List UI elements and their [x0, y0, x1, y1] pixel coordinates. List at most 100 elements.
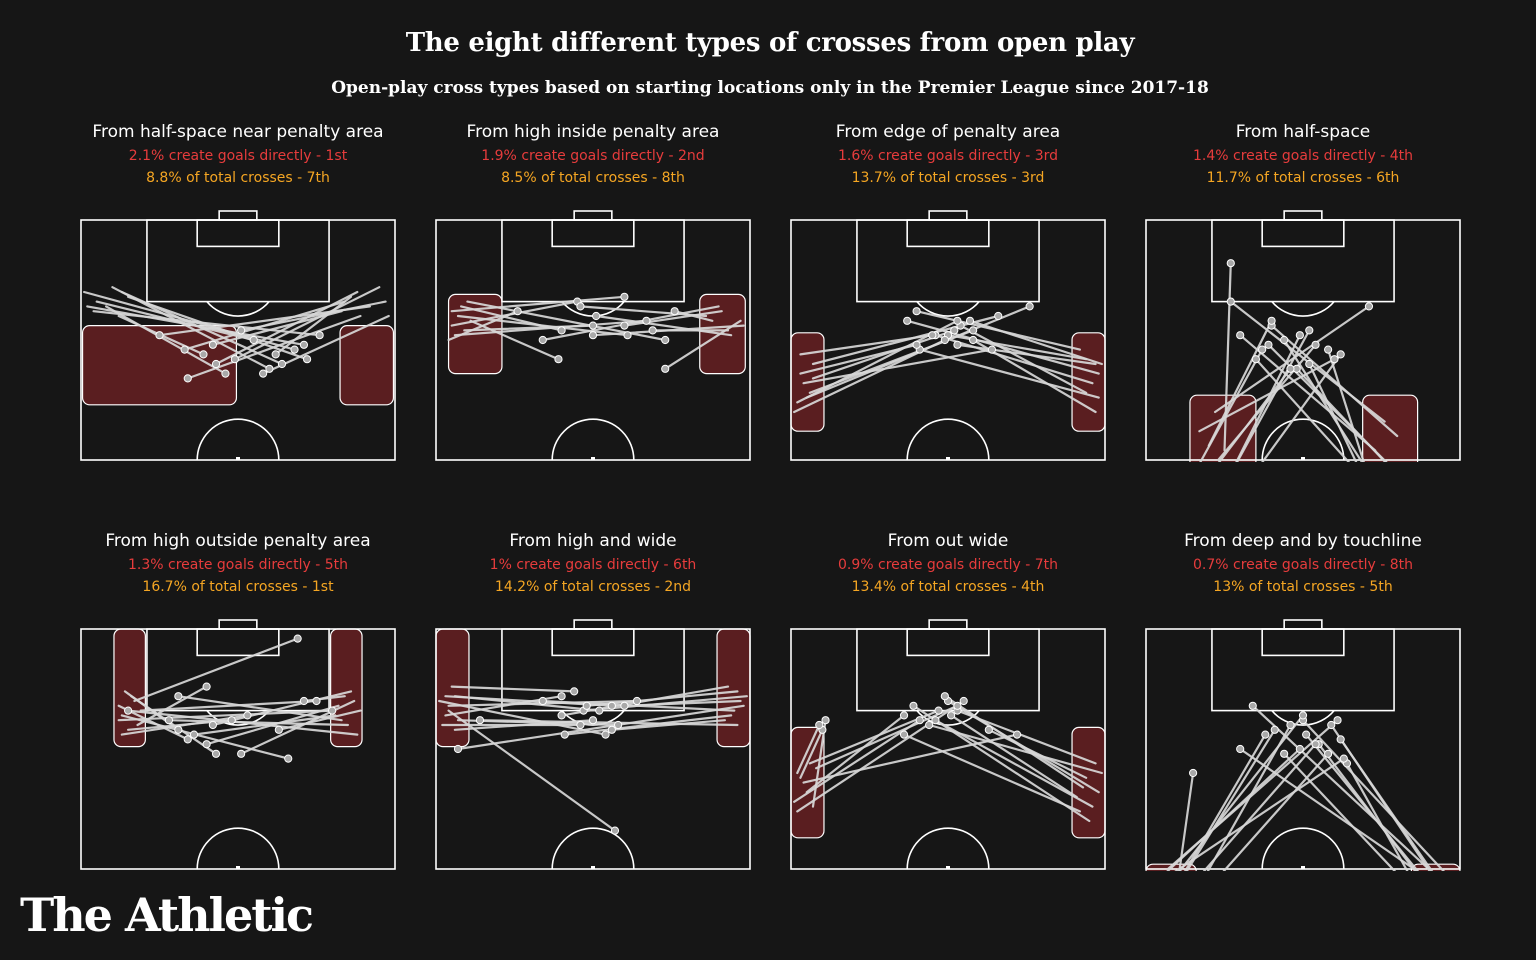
cross-line [126, 709, 359, 736]
cross-line [959, 324, 1088, 394]
penalty-box [1211, 628, 1395, 712]
cross-end-point [312, 696, 321, 706]
cross-line [799, 728, 824, 779]
cross-line [478, 719, 739, 727]
cross-line [447, 709, 617, 832]
cross-end-point [208, 720, 217, 730]
cross-end-point [475, 716, 485, 725]
cross-end-point [1305, 359, 1314, 369]
cross-end-point [164, 716, 174, 725]
cross-line [610, 719, 726, 731]
cross-end-point [940, 692, 949, 701]
centre-circle [906, 418, 990, 461]
panel-goal-rate: 0.9% create goals directly - 7th [838, 557, 1058, 573]
cross-end-point [931, 716, 940, 725]
pitch-high-inside-penalty-area [435, 210, 751, 461]
cross-end-point [969, 326, 978, 335]
cross-end-point [607, 725, 616, 734]
cross-end-point [1236, 331, 1245, 340]
cross-end-point [538, 335, 547, 345]
cross-line [664, 319, 742, 370]
cross-end-point [925, 720, 934, 730]
cross-end-point [277, 359, 287, 369]
cross-end-point [453, 744, 463, 754]
pitch-high-and-wide [435, 619, 751, 870]
cross-end-point [1286, 720, 1295, 730]
cross-end-point [211, 359, 221, 369]
cross-end-point [661, 335, 670, 345]
cross-end-point [1336, 350, 1345, 359]
cross-end-point [1236, 744, 1245, 754]
cross-line [968, 319, 1103, 366]
cross-end-point [623, 331, 632, 340]
pitch-edge-of-penalty-area [790, 210, 1106, 461]
centre-circle [906, 827, 990, 870]
cross-end-point [293, 634, 302, 643]
panel-title: From half-space [1235, 122, 1371, 142]
cross-end-point [284, 754, 293, 763]
cross-line [277, 709, 362, 731]
cross-line [1213, 305, 1371, 414]
cross-end-point [912, 340, 921, 349]
cross-end-point [183, 735, 192, 744]
cross-line [192, 714, 337, 736]
cross-end-point [557, 692, 566, 701]
panel-goal-rate: 1.6% create goals directly - 3rd [837, 148, 1059, 164]
panel-high-inside-penalty-area: From high inside penalty area 1.9% creat… [435, 122, 751, 472]
pitch-high-outside-penalty-area [80, 619, 396, 870]
cross-line [815, 704, 959, 770]
cross-end-point [1258, 345, 1267, 354]
cross-line [240, 300, 387, 332]
cross-end-point [237, 326, 246, 335]
cross-end-point [1298, 711, 1308, 720]
cross-line [211, 310, 343, 346]
cross-end-point [1295, 331, 1304, 340]
cross-end-point [299, 696, 309, 706]
cross-line [934, 334, 1094, 385]
panel-share: 13.4% of total crosses - 4th [851, 579, 1045, 595]
goal [218, 619, 258, 630]
six-yard-box [196, 219, 280, 248]
centre-spot [236, 457, 240, 460]
pitch-half-space-near-penalty-area [80, 210, 396, 461]
cross-end-point [588, 716, 598, 725]
cross-line [133, 637, 299, 703]
cross-end-point [620, 292, 629, 301]
cross-end-point [1311, 340, 1320, 349]
cross-line [1339, 738, 1434, 871]
cross-line [469, 319, 560, 361]
cross-end-point [570, 687, 579, 696]
cross-line [902, 733, 1081, 813]
cross-end-point [259, 369, 268, 378]
cross-end-point [899, 730, 909, 739]
cross-end-point [538, 696, 547, 706]
cross-end-point [1364, 302, 1374, 311]
cross-end-point [274, 725, 283, 734]
cross-end-point [620, 321, 629, 330]
cross-line [1178, 771, 1195, 871]
cross-end-point [124, 706, 133, 715]
penalty-arc [916, 301, 980, 317]
panel-share: 8.5% of total crosses - 8th [501, 170, 685, 186]
cross-end-point [601, 730, 610, 739]
cross-end-point [1336, 735, 1345, 744]
cross-line [453, 719, 595, 731]
cross-end-point [947, 711, 956, 720]
cross-end-point [588, 331, 598, 340]
cross-line [541, 305, 720, 342]
cross-line [1239, 334, 1377, 452]
cross-line [450, 295, 626, 313]
cross-line [1327, 348, 1365, 462]
cross-line [1251, 704, 1430, 871]
cross-end-point [915, 716, 924, 725]
cross-end-point [607, 701, 616, 710]
cross-end-point [155, 331, 164, 340]
cross-line [1174, 757, 1345, 871]
panel-high-and-wide: From high and wide 1% create goals direc… [435, 531, 751, 881]
cross-line [120, 714, 249, 736]
cross-line [302, 695, 346, 703]
cross-line [1261, 353, 1342, 462]
cross-end-point [994, 311, 1003, 321]
cross-end-point [620, 701, 629, 710]
centre-circle [1261, 418, 1345, 461]
